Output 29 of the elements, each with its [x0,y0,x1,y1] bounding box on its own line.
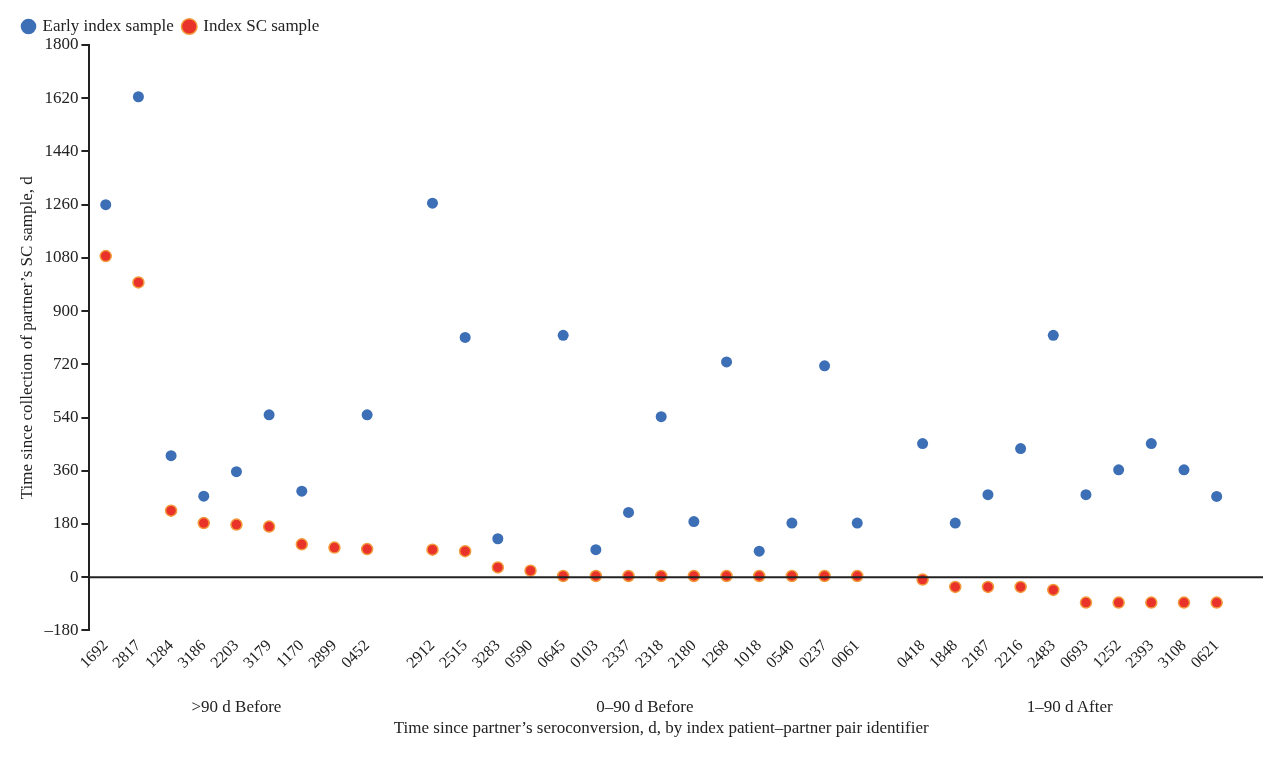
x-tick-label: 0452 [337,636,373,671]
y-tick-label: 1440 [44,140,79,160]
x-tick-label: 0540 [762,636,797,671]
text: >90 d Before [191,696,282,716]
y-tick-label: 360 [52,460,79,480]
legend-label: Early index sample [42,15,174,35]
x-tick-label: 0418 [893,636,928,671]
y-tick-label: 1800 [44,34,79,54]
y-tick-label: 1260 [44,194,79,214]
y-tick-label: 540 [52,406,79,426]
x-tick-label: 0061 [827,636,863,671]
y-axis-title: Time since collection of partner’s SC sample, d [16,175,36,500]
x-axis-title: Time since partner’s seroconversion, d, by index patient–partner pair identifier [393,718,929,738]
y-tick-label: 900 [52,300,79,320]
legend-label: Index SC sample [203,15,320,35]
x-tick-label: 0103 [566,636,601,671]
y-tick-label: 720 [52,353,79,373]
x-tick-label: 0621 [1187,636,1222,671]
x-tick-label: 0693 [1056,636,1092,671]
text: 0–90 d Before [596,696,694,716]
y-tick-label: 1620 [44,87,79,107]
x-tick-label: 0590 [500,636,536,671]
y-tick-label: 1080 [44,247,79,267]
text: 1–90 d After [1026,696,1113,716]
x-tick-label: 1170 [272,636,307,671]
y-tick-label: –180 [43,619,79,639]
x-tick-label: 0645 [533,636,569,671]
y-tick-label: 0 [69,566,79,586]
y-tick-label: 180 [52,513,79,533]
